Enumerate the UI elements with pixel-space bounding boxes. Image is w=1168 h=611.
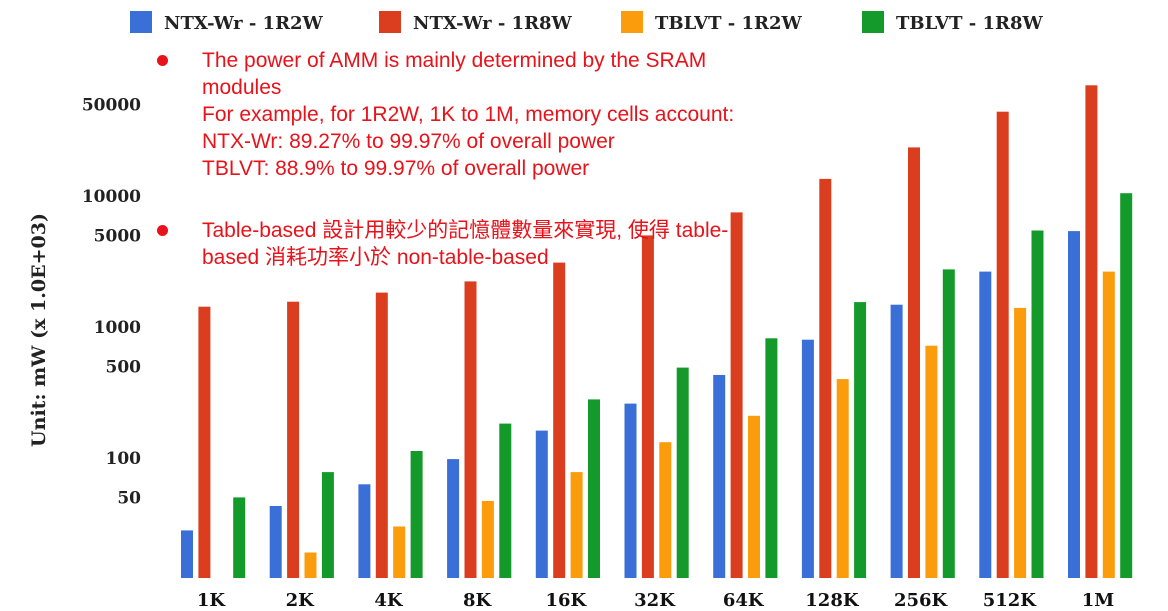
- bar: [198, 306, 211, 578]
- bar: [1014, 307, 1027, 578]
- bar: [269, 506, 282, 578]
- bar: [1068, 231, 1080, 578]
- bar: [1031, 230, 1044, 578]
- bar: [181, 530, 193, 578]
- bar: [233, 497, 246, 578]
- bar: [570, 472, 583, 578]
- bar: [410, 451, 423, 578]
- annotation-1-line: NTX-Wr: 89.27% to 99.97% of overall powe…: [202, 130, 615, 153]
- y-tick-label: 1000: [94, 318, 141, 338]
- bar: [553, 262, 566, 578]
- x-tick-label: 128K: [805, 590, 860, 611]
- y-tick-label: 100: [106, 449, 142, 469]
- bar: [321, 472, 334, 578]
- legend-swatch: [621, 11, 643, 33]
- bar: [836, 379, 849, 578]
- bar: [765, 338, 778, 578]
- legend-swatch: [379, 11, 401, 33]
- bar: [854, 302, 867, 578]
- bar: [730, 212, 743, 578]
- bar: [641, 235, 654, 578]
- bar: [890, 304, 903, 578]
- annotation-2: Table-based 設計用較少的記憶體數量來實現, 使得 table- ba…: [202, 217, 728, 271]
- x-tick-label: 32K: [634, 590, 676, 611]
- annotation-1: The power of AMM is mainly determined by…: [202, 47, 734, 182]
- y-tick-label: 50000: [82, 95, 141, 115]
- bar: [996, 111, 1009, 578]
- annotation-1-line: TBLVT: 88.9% to 99.97% of overall power: [202, 157, 590, 180]
- bar: [588, 399, 600, 578]
- y-axis-title: Unit: mW (x 1.0E+03): [28, 213, 50, 447]
- bar: [659, 442, 672, 578]
- bar: [535, 430, 548, 578]
- x-tick-label: 16K: [545, 590, 587, 611]
- bars: [181, 85, 1133, 579]
- annotation-2-line: based 消耗功率小於 non-table-based: [202, 246, 549, 269]
- bar: [713, 375, 726, 578]
- annotation-bullet-2: [157, 225, 168, 236]
- bar: [801, 339, 814, 578]
- x-axis: 1K 2K 4K 8K 16K 32K 64K 128K 256K 512K 1M: [197, 590, 1114, 611]
- y-tick-label: 10000: [82, 187, 141, 207]
- legend-label: NTX-Wr - 1R2W: [164, 13, 324, 34]
- legend-label: TBLVT - 1R2W: [655, 13, 803, 34]
- bar: [1120, 193, 1133, 578]
- bar: [908, 147, 920, 578]
- x-tick-label: 512K: [983, 590, 1038, 611]
- bar: [819, 178, 832, 578]
- legend: NTX-Wr - 1R2W NTX-Wr - 1R8W TBLVT - 1R2W TB…: [130, 11, 1044, 34]
- bar: [925, 345, 938, 578]
- bar: [358, 484, 371, 578]
- legend-label: TBLVT - 1R8W: [896, 13, 1044, 34]
- bar: [624, 403, 637, 578]
- bar: [1085, 85, 1098, 579]
- legend-swatch: [862, 11, 884, 33]
- bar: [287, 301, 300, 578]
- x-tick-label: 4K: [374, 590, 404, 611]
- bar: [499, 423, 512, 578]
- bar: [748, 415, 760, 578]
- bar: [464, 281, 477, 578]
- annotation-1-line: For example, for 1R2W, 1K to 1M, memory …: [202, 103, 735, 126]
- bar: [1102, 271, 1115, 578]
- bar: [942, 269, 955, 578]
- x-tick-label: 1M: [1082, 590, 1115, 611]
- annotation-1-line: The power of AMM is mainly determined by…: [202, 49, 707, 72]
- bar: [676, 367, 689, 578]
- bar: [393, 526, 406, 578]
- x-tick-label: 64K: [723, 590, 765, 611]
- bar: [481, 501, 494, 578]
- x-tick-label: 256K: [894, 590, 949, 611]
- y-tick-label: 50: [117, 488, 141, 508]
- x-tick-label: 8K: [463, 590, 493, 611]
- bar: [304, 552, 317, 578]
- bar: [979, 271, 992, 578]
- legend-swatch: [130, 11, 152, 33]
- bar: [447, 459, 460, 578]
- bar: [375, 292, 388, 578]
- legend-label: NTX-Wr - 1R8W: [413, 13, 573, 34]
- x-tick-label: 2K: [286, 590, 316, 611]
- y-tick-label: 500: [106, 357, 142, 377]
- annotation-2-line: Table-based 設計用較少的記憶體數量來實現, 使得 table-: [202, 219, 729, 242]
- x-tick-label: 1K: [197, 590, 227, 611]
- annotation-bullet-1: [157, 55, 168, 66]
- annotation-1-line: modules: [202, 76, 282, 99]
- y-tick-label: 5000: [94, 226, 141, 246]
- y-axis: 50 100 500 1000 5000 10000 50000: [82, 95, 141, 508]
